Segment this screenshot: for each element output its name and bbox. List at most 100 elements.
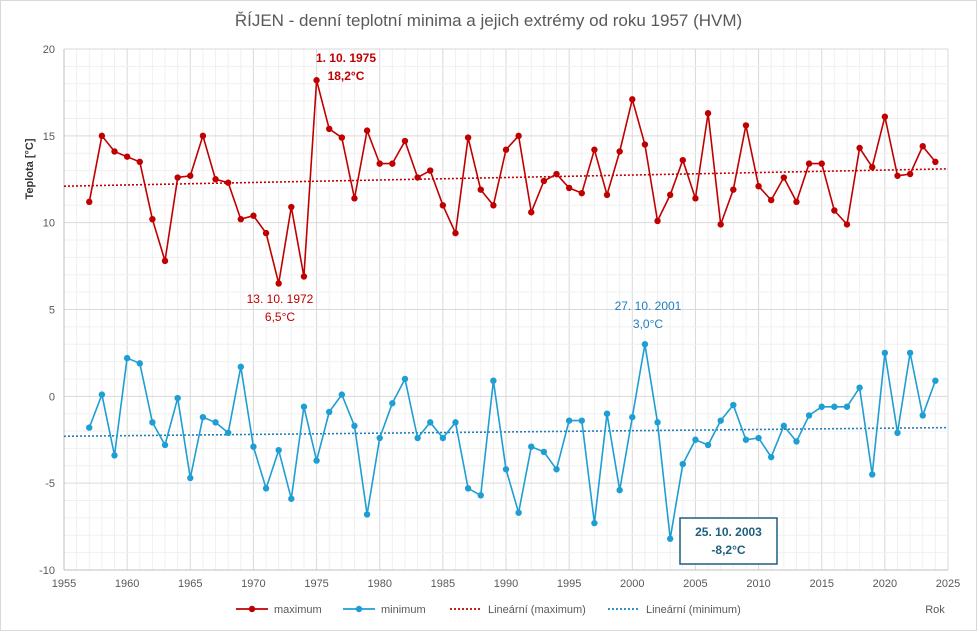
annotation-value: 6,5°C: [265, 310, 295, 324]
data-point-minimum: [401, 375, 409, 383]
annotation-date: 27. 10. 2001: [615, 299, 682, 313]
data-point-minimum: [553, 466, 560, 473]
legend-label: Lineární (maximum): [488, 604, 586, 616]
data-point-maximum: [742, 122, 750, 129]
data-point-maximum: [123, 153, 131, 160]
data-point-minimum: [326, 408, 333, 416]
data-point-maximum: [262, 229, 270, 237]
chart-title: ŘÍJEN - denní teplotní minima a jejich e…: [234, 11, 743, 30]
data-point-minimum: [704, 441, 712, 449]
data-point-minimum: [932, 377, 939, 384]
y-tick-label: 15: [43, 131, 55, 143]
data-point-maximum: [843, 221, 851, 228]
data-point-maximum: [224, 179, 232, 186]
data-point-minimum: [439, 434, 447, 442]
data-point-minimum: [452, 419, 459, 426]
data-point-maximum: [603, 191, 611, 199]
data-point-maximum: [174, 174, 181, 181]
data-point-minimum: [187, 474, 194, 482]
x-tick-label: 2010: [746, 578, 770, 590]
data-point-maximum: [111, 148, 118, 155]
data-point-minimum: [616, 486, 623, 494]
data-point-minimum: [275, 446, 282, 454]
data-point-minimum: [679, 460, 686, 468]
data-point-minimum: [717, 417, 724, 424]
data-point-maximum: [237, 215, 244, 223]
series-line-maximum: [88, 80, 937, 284]
data-point-minimum: [389, 400, 396, 407]
data-point-maximum: [629, 96, 636, 103]
x-tick-label: 1980: [367, 578, 391, 590]
data-point-maximum: [553, 170, 560, 178]
data-point-maximum: [199, 132, 207, 140]
y-tick-label: 0: [49, 391, 55, 403]
legend-label: maximum: [274, 604, 322, 616]
data-point-maximum: [704, 110, 712, 117]
data-point-minimum: [161, 441, 169, 449]
data-point-minimum: [111, 452, 118, 459]
data-point-maximum: [427, 167, 434, 174]
data-point-maximum: [414, 174, 421, 181]
data-point-minimum: [212, 419, 219, 426]
data-point-maximum: [363, 127, 371, 134]
x-tick-label: 2020: [873, 578, 897, 590]
x-tick-label: 1965: [178, 578, 202, 590]
data-point-maximum: [502, 146, 510, 153]
data-point-minimum: [464, 485, 472, 492]
legend-marker-maximum: [248, 605, 256, 613]
data-point-maximum: [932, 158, 939, 166]
data-point-maximum: [730, 186, 737, 193]
data-point-maximum: [793, 198, 800, 206]
data-point-minimum: [578, 417, 585, 424]
data-point-maximum: [717, 221, 724, 228]
data-point-maximum: [338, 134, 346, 141]
data-point-maximum: [641, 141, 649, 148]
annotation-value: -8,2°C: [711, 543, 745, 557]
data-point-maximum: [288, 203, 295, 211]
data-point-minimum: [843, 403, 851, 410]
data-point-minimum: [894, 429, 901, 437]
data-point-minimum: [603, 410, 611, 417]
data-point-minimum: [869, 471, 876, 478]
data-point-maximum: [98, 132, 106, 140]
x-tick-label: 1975: [304, 578, 328, 590]
data-point-maximum: [768, 196, 775, 204]
data-point-maximum: [679, 156, 686, 164]
data-point-maximum: [818, 160, 825, 167]
annotation-value: 3,0°C: [633, 317, 663, 331]
trendline-minimum: [63, 426, 949, 438]
data-point-minimum: [692, 436, 699, 443]
data-point-maximum: [591, 146, 598, 153]
data-point-minimum: [742, 436, 750, 443]
data-point-minimum: [262, 485, 270, 492]
series-line-minimum: [88, 344, 937, 539]
data-point-minimum: [174, 394, 181, 402]
data-point-minimum: [414, 434, 421, 442]
data-point-minimum: [351, 422, 358, 430]
x-tick-label: 1960: [115, 578, 139, 590]
x-tick-label: 1970: [241, 578, 265, 590]
data-point-minimum: [338, 391, 346, 398]
data-point-minimum: [313, 457, 320, 464]
data-point-minimum: [98, 391, 106, 398]
data-point-minimum: [237, 363, 244, 371]
data-point-maximum: [250, 212, 257, 219]
legend-marker-minimum: [355, 605, 363, 613]
data-point-maximum: [780, 174, 788, 181]
data-point-maximum: [136, 158, 143, 166]
data-point-minimum: [288, 495, 295, 502]
data-point-minimum: [768, 453, 775, 461]
data-point-minimum: [224, 429, 232, 437]
data-point-maximum: [755, 182, 762, 190]
data-point-minimum: [376, 434, 383, 442]
data-point-maximum: [275, 280, 282, 287]
y-tick-label: 5: [49, 305, 55, 317]
data-point-maximum: [439, 202, 447, 209]
x-tick-label: 1955: [52, 578, 76, 590]
data-point-minimum: [856, 384, 863, 391]
annotation-date: 25. 10. 2003: [695, 525, 762, 539]
data-point-maximum: [376, 160, 383, 167]
data-point-minimum: [780, 422, 788, 430]
data-point-maximum: [654, 217, 661, 225]
data-point-minimum: [565, 417, 573, 424]
